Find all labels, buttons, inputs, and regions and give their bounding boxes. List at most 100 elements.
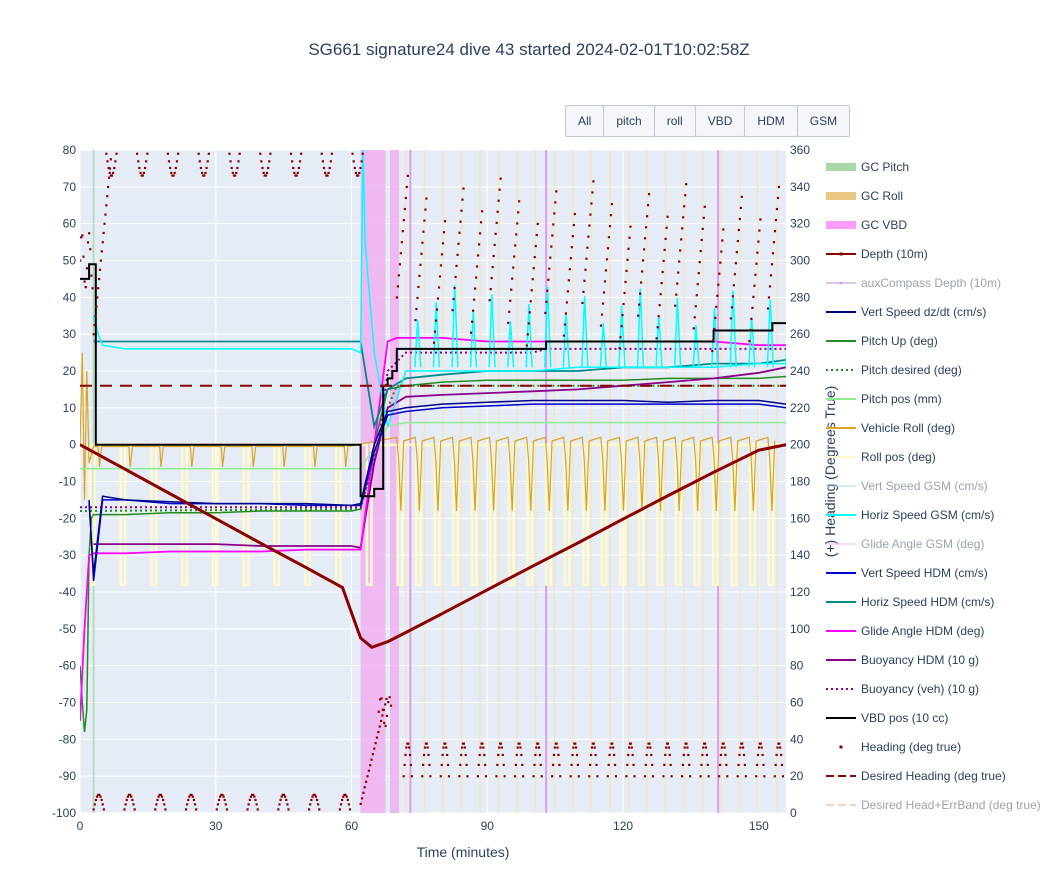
heading-marker	[472, 309, 475, 312]
heading-marker	[626, 763, 629, 767]
legend-item[interactable]: Roll pos (deg)	[826, 442, 1056, 471]
heading-marker	[644, 226, 648, 229]
legend-item[interactable]: Vehicle Roll (deg)	[826, 413, 1056, 442]
legend-item[interactable]: Heading (deg true)	[826, 732, 1056, 761]
heading-marker	[533, 763, 536, 767]
legend-item[interactable]: Desired Heading (deg true)	[826, 761, 1056, 790]
heading-marker	[642, 248, 646, 251]
legend-label: Buoyancy HDM (10 g)	[861, 652, 980, 667]
heading-marker	[519, 746, 522, 749]
legend-item[interactable]: Buoyancy (veh) (10 g)	[826, 674, 1056, 703]
legend-label: Glide Angle GSM (deg)	[861, 536, 985, 551]
heading-marker	[590, 202, 593, 205]
heading-marker	[402, 218, 405, 222]
legend-swatch	[826, 162, 856, 171]
heading-marker	[383, 721, 386, 725]
heading-marker	[261, 166, 264, 170]
heading-marker	[443, 220, 447, 223]
heading-marker	[131, 798, 134, 802]
heading-marker	[526, 333, 529, 336]
heading-marker	[493, 243, 496, 247]
button-roll[interactable]: roll	[653, 105, 696, 137]
heading-marker	[169, 166, 172, 170]
heading-marker	[737, 763, 740, 767]
heading-marker	[359, 802, 362, 805]
legend-item[interactable]: GC VBD	[826, 210, 1056, 239]
button-hdm[interactable]: HDM	[744, 105, 798, 137]
legend-item[interactable]: Depth (10m)	[826, 239, 1056, 268]
heading-marker	[646, 204, 650, 207]
legend-item[interactable]: Horiz Speed HDM (cm/s)	[826, 587, 1056, 616]
legend-item[interactable]: Glide Angle GSM (deg)	[826, 529, 1056, 558]
heading-marker	[705, 753, 709, 757]
legend-item[interactable]: VBD pos (10 cc)	[826, 703, 1056, 732]
heading-marker	[385, 714, 389, 718]
heading-marker	[499, 177, 502, 180]
heading-marker	[138, 166, 141, 170]
heading-marker	[719, 261, 722, 264]
heading-marker	[380, 697, 383, 700]
heading-marker	[326, 174, 329, 177]
legend-item[interactable]: Buoyancy HDM (10 g)	[826, 645, 1056, 674]
legend-swatch	[826, 513, 856, 516]
heading-marker	[645, 215, 649, 218]
heading-marker	[730, 306, 733, 309]
heading-marker	[637, 314, 640, 317]
heading-marker	[736, 239, 739, 243]
heading-marker	[436, 297, 440, 300]
legend-item[interactable]: GC Pitch	[826, 152, 1056, 181]
legend-item[interactable]: Horiz Speed GSM (cm/s)	[826, 500, 1056, 529]
legend-item[interactable]: Vert Speed dz/dt (cm/s)	[826, 297, 1056, 326]
legend-item[interactable]: Glide Angle HDM (deg)	[826, 616, 1056, 645]
heading-marker	[265, 171, 269, 175]
button-gsm[interactable]: GSM	[796, 105, 851, 137]
heading-marker	[722, 742, 725, 745]
heading-marker	[447, 775, 451, 778]
heading-marker	[451, 309, 454, 312]
heading-marker	[716, 294, 719, 297]
heading-marker	[759, 218, 762, 221]
heading-marker	[756, 763, 759, 767]
heading-marker	[760, 746, 763, 749]
legend-item[interactable]: Vert Speed GSM (cm/s)	[826, 471, 1056, 500]
heading-marker	[625, 269, 628, 273]
heading-marker	[236, 166, 239, 170]
legend-item[interactable]: Pitch Up (deg)	[826, 326, 1056, 355]
legend-swatch	[826, 484, 856, 487]
heading-marker	[658, 304, 661, 307]
legend-item[interactable]: Pitch desired (deg)	[826, 355, 1056, 384]
heading-marker	[535, 746, 538, 749]
y-tick-label: -10	[59, 475, 77, 489]
heading-marker	[478, 232, 482, 235]
heading-marker	[461, 198, 464, 201]
heading-marker	[387, 701, 390, 704]
heading-marker	[719, 753, 723, 757]
legend-item[interactable]: GC Roll	[826, 181, 1056, 210]
heading-marker	[360, 797, 364, 800]
legend-item[interactable]: Pitch pos (mm)	[826, 384, 1056, 413]
heading-marker	[537, 746, 541, 749]
heading-marker	[627, 746, 631, 749]
heading-marker	[515, 233, 518, 236]
legend-item[interactable]: Desired Head+ErrBand (deg true)	[826, 790, 1056, 819]
heading-marker	[106, 160, 109, 163]
heading-marker	[613, 763, 617, 767]
heading-marker	[651, 763, 654, 767]
heading-marker	[108, 167, 112, 170]
heading-marker	[532, 775, 535, 778]
legend-item[interactable]: Vert Speed HDM (cm/s)	[826, 558, 1056, 587]
legend-item[interactable]: auxCompass Depth (10m)	[826, 268, 1056, 297]
button-vbd[interactable]: VBD	[694, 105, 746, 137]
heading-marker	[143, 166, 147, 170]
heading-marker	[592, 180, 595, 183]
heading-marker	[566, 290, 569, 293]
heading-marker	[354, 171, 358, 175]
heading-marker	[456, 253, 459, 256]
heading-marker	[83, 280, 86, 283]
heading-marker	[679, 249, 682, 252]
x-tick-label: 30	[209, 819, 223, 833]
heading-marker	[766, 307, 770, 310]
y-tick-label: 50	[63, 254, 77, 268]
heading-marker	[510, 288, 513, 291]
